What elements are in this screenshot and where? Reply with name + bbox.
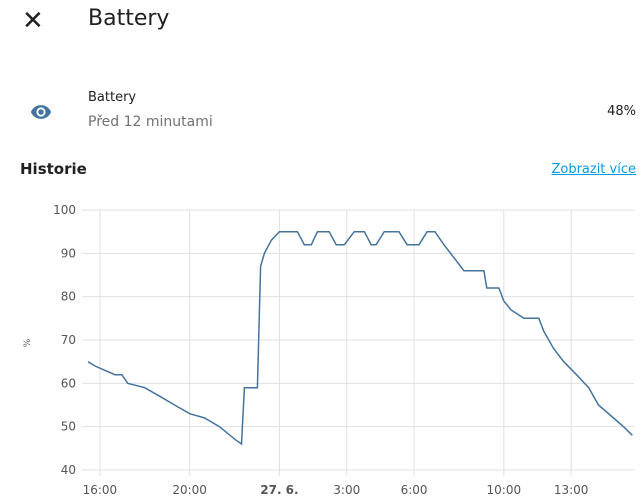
section-title: Historie (20, 160, 87, 178)
more-link[interactable]: Zobrazit více (551, 162, 636, 177)
x-tick-label: 13:00 (554, 483, 589, 497)
y-tick-label: 100 (53, 203, 76, 217)
dialog-title: Battery (88, 6, 170, 31)
x-tick-label: 27. 6. (260, 483, 298, 497)
x-tick-label: 6:00 (401, 483, 428, 497)
x-tick-label: 20:00 (172, 483, 207, 497)
x-tick-label: 16:00 (83, 483, 118, 497)
y-tick-label: 40 (61, 463, 76, 477)
y-tick-label: 90 (61, 246, 76, 260)
y-tick-label: 60 (61, 376, 76, 390)
y-tick-label: 50 (61, 420, 76, 434)
y-tick-label: 80 (61, 290, 76, 304)
y-tick-label: 70 (61, 333, 76, 347)
x-tick-label: 3:00 (333, 483, 360, 497)
close-button[interactable]: ✕ (22, 6, 44, 36)
x-tick-label: 10:00 (487, 483, 522, 497)
eye-icon (30, 105, 52, 119)
last-changed: Před 12 minutami (88, 114, 213, 130)
line-series (87, 230, 633, 446)
entity-state: 48% (607, 104, 636, 119)
y-axis-label: % (23, 338, 33, 347)
entity-name: Battery (88, 90, 137, 105)
